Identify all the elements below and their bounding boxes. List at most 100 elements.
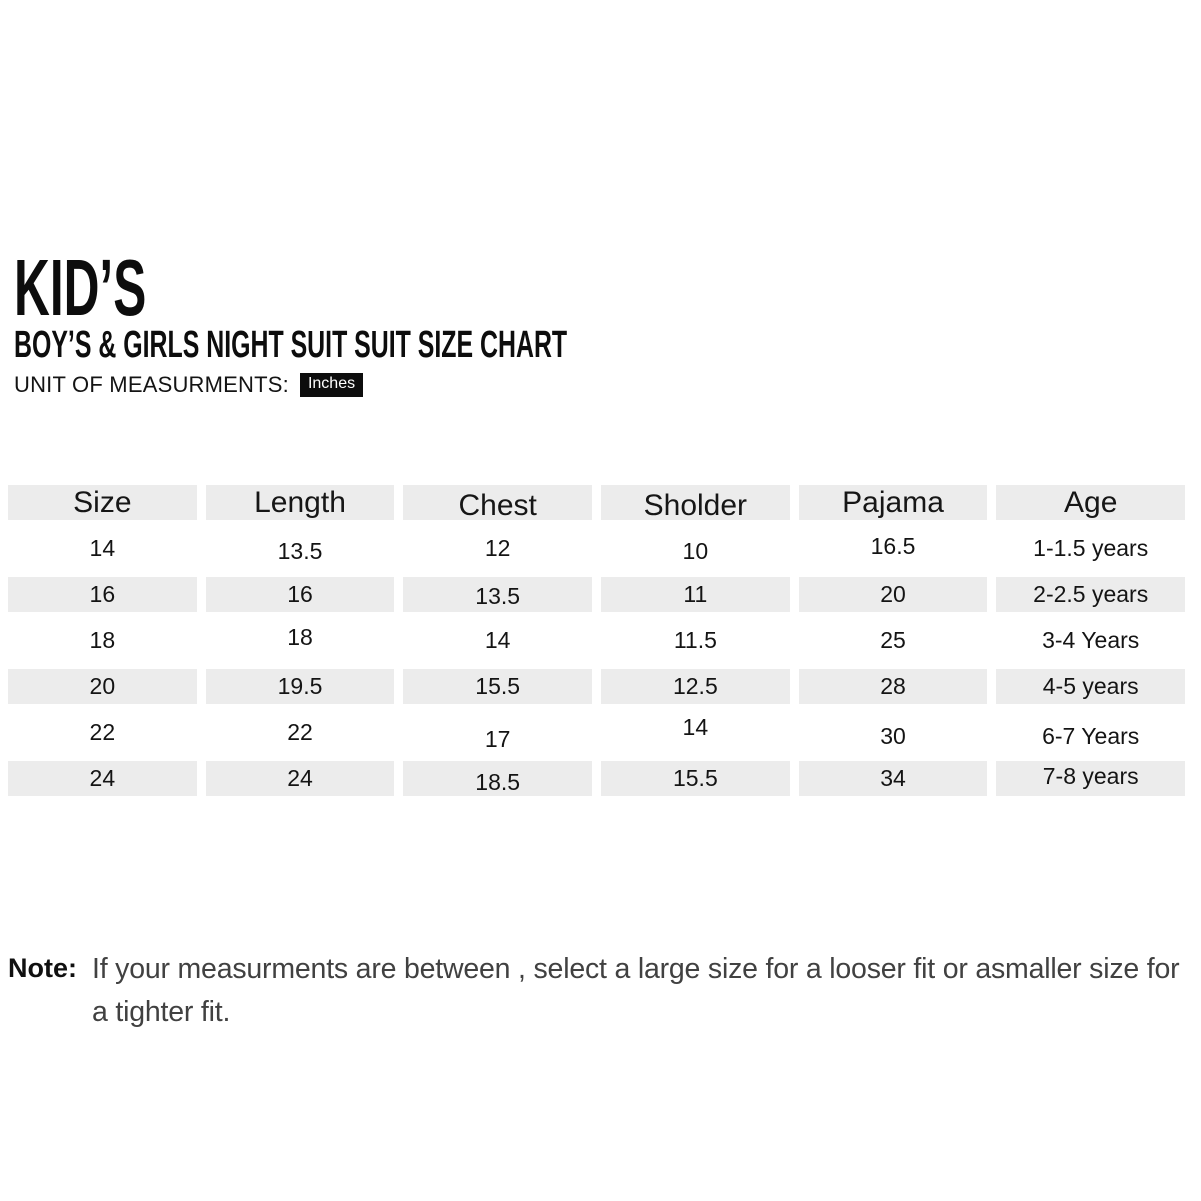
cell-value: 20	[89, 673, 116, 699]
table-cell: 16	[205, 577, 395, 612]
cell-value: 6-7 Years	[1042, 723, 1140, 749]
cell-value: 18	[89, 627, 116, 653]
note: Note: If your measurments are between , …	[8, 948, 1192, 1034]
cell-value: 7-8 years	[1042, 763, 1139, 789]
table-cell: 12	[403, 531, 592, 566]
cell-value: 11.5	[673, 627, 717, 653]
column-header-length: Length	[205, 485, 395, 520]
cell-value: 12	[484, 535, 511, 561]
cell-value: 13.5	[277, 538, 323, 564]
cell-value: 15.5	[475, 673, 521, 699]
column-header-label: Size	[73, 485, 132, 519]
table-column-sholder: Sholder 10 11 11.5 12.5 14 15.5	[601, 485, 790, 807]
note-label: Note:	[8, 953, 77, 983]
table-cell: 24	[8, 761, 197, 796]
table-cell: 6-7 Years	[996, 715, 1185, 750]
cell-value: 34	[880, 765, 906, 791]
column-header-label: Chest	[458, 488, 537, 522]
cell-value: 28	[880, 673, 906, 699]
table-cell: 14	[403, 623, 592, 658]
cell-value: 2-2.5 years	[1033, 581, 1149, 607]
table-cell: 11.5	[601, 623, 790, 658]
unit-value-badge: Inches	[299, 373, 364, 397]
table-cell: 12.5	[601, 669, 790, 704]
cell-value: 1-1.5 years	[1033, 535, 1149, 561]
table-cell: 3-4 Years	[996, 623, 1185, 658]
table-cell: 20	[8, 669, 197, 704]
table-cell: 22	[206, 715, 395, 750]
table-column-chest: Chest 12 13.5 14 15.5 17 18.5	[403, 485, 593, 807]
cell-value: 25	[880, 627, 906, 653]
column-header-age: Age	[996, 485, 1186, 520]
cell-value: 16.5	[870, 533, 916, 559]
cell-value: 17	[484, 726, 511, 752]
cell-value: 15.5	[672, 765, 718, 791]
cell-value: 14	[484, 627, 511, 653]
table-cell: 20	[798, 577, 988, 612]
size-chart-table: Size 14 16 18 20 22 24 Length 13.5 16 18…	[8, 485, 1186, 807]
column-header-label: Length	[254, 485, 346, 519]
table-column-pajama: Pajama 16.5 20 25 28 30 34	[798, 485, 988, 807]
page-title-text: KID’S	[14, 243, 147, 332]
cell-value: 16	[287, 581, 313, 607]
cell-value: 30	[880, 723, 906, 749]
cell-value: 22	[89, 719, 116, 745]
page-title: KID’S	[14, 243, 858, 332]
table-cell: 4-5 years	[996, 669, 1186, 704]
table-cell: 13.5	[403, 577, 593, 612]
table-cell: 14	[8, 531, 197, 566]
table-column-age: Age 1-1.5 years 2-2.5 years 3-4 Years 4-…	[996, 485, 1186, 807]
cell-value: 16	[89, 581, 116, 607]
note-text: If your measurments are between , select…	[92, 953, 1180, 1028]
column-header-label: Sholder	[643, 488, 748, 522]
cell-value: 12.5	[672, 673, 718, 699]
cell-value: 13.5	[475, 583, 521, 609]
table-cell: 13.5	[206, 531, 395, 566]
table-cell: 24	[205, 761, 395, 796]
table-cell: 2-2.5 years	[996, 577, 1186, 612]
cell-value: 22	[287, 719, 313, 745]
table-cell: 11	[601, 577, 790, 612]
cell-value: 24	[89, 765, 116, 791]
table-cell: 18	[206, 623, 395, 658]
table-cell: 28	[798, 669, 988, 704]
cell-value: 4-5 years	[1042, 673, 1139, 699]
cell-value: 18.5	[475, 769, 521, 795]
table-cell: 16.5	[799, 531, 988, 566]
unit-label: UNIT OF MEASURMENTS:	[14, 372, 289, 398]
title-block: KID’S BOY’S & GIRLS NIGHT SUIT SUIT SIZE…	[14, 243, 858, 398]
table-cell: 18.5	[403, 761, 593, 796]
table-cell: 22	[8, 715, 197, 750]
table-cell: 34	[798, 761, 988, 796]
cell-value: 19.5	[277, 673, 323, 699]
column-header-sholder: Sholder	[601, 485, 790, 522]
column-header-label: Pajama	[842, 485, 944, 519]
cell-value: 18	[287, 624, 313, 650]
table-column-size: Size 14 16 18 20 22 24	[8, 485, 197, 807]
table-cell: 18	[8, 623, 197, 658]
table-cell: 16	[8, 577, 197, 612]
cell-value: 24	[287, 765, 313, 791]
table-cell: 14	[601, 714, 790, 750]
column-header-pajama: Pajama	[798, 485, 988, 520]
page-subtitle-text: BOY’S & GIRLS NIGHT SUIT SUIT SIZE CHART	[14, 324, 568, 367]
column-header-chest: Chest	[403, 485, 593, 522]
unit-of-measurements-line: UNIT OF MEASURMENTS: Inches	[14, 372, 858, 398]
column-header-label: Age	[1064, 485, 1118, 519]
table-cell: 17	[403, 715, 592, 752]
table-cell: 15.5	[601, 761, 790, 796]
table-cell: 25	[799, 623, 988, 658]
page-subtitle: BOY’S & GIRLS NIGHT SUIT SUIT SIZE CHART	[14, 326, 858, 364]
cell-value: 11	[683, 581, 708, 607]
table-cell: 10	[601, 531, 790, 566]
table-cell: 19.5	[205, 669, 395, 704]
table-cell: 30	[799, 715, 988, 750]
cell-value: 3-4 Years	[1042, 627, 1140, 653]
table-cell: 1-1.5 years	[996, 531, 1185, 566]
column-header-size: Size	[8, 485, 197, 520]
cell-value: 10	[682, 538, 709, 564]
cell-value: 20	[880, 581, 906, 607]
cell-value: 14	[89, 535, 116, 561]
cell-value: 14	[682, 714, 709, 740]
